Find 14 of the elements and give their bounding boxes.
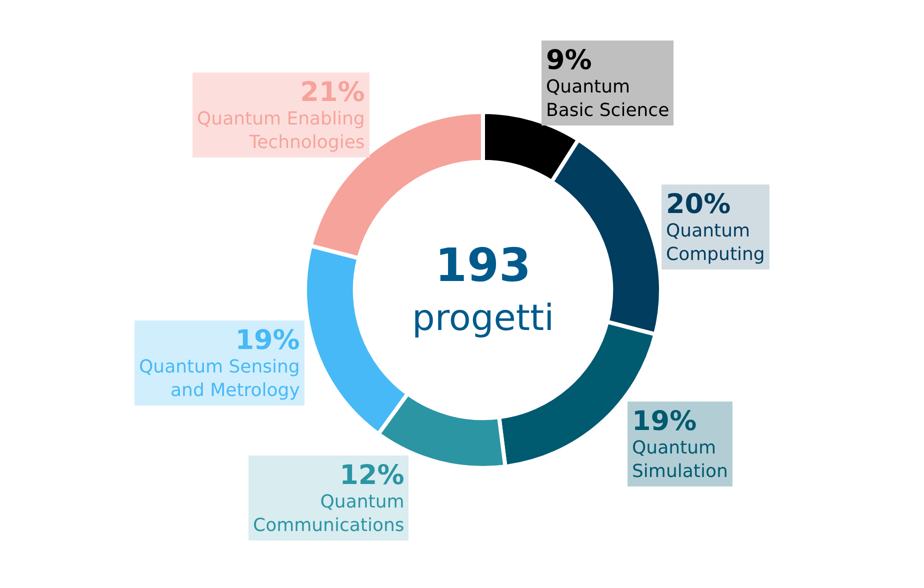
data-label: 12% xyxy=(340,460,404,491)
slice-label: Quantum Basic Science xyxy=(546,76,670,121)
slice-label: Quantum Simulation xyxy=(632,437,728,482)
slice-label: Quantum Communications xyxy=(253,491,404,536)
data-label: 20% xyxy=(666,189,731,220)
data-label: 19% xyxy=(235,325,300,356)
slice-label: Quantum Enabling Technologies xyxy=(197,108,365,153)
text: progetti xyxy=(412,298,554,339)
text: 193 xyxy=(435,238,532,292)
data-label: 19% xyxy=(632,406,697,437)
slice-label: Quantum Sensing and Metrology xyxy=(139,356,300,401)
data-label: 9% xyxy=(546,45,592,76)
slice-label: Quantum Computing xyxy=(666,220,765,265)
data-label: 21% xyxy=(300,77,365,108)
